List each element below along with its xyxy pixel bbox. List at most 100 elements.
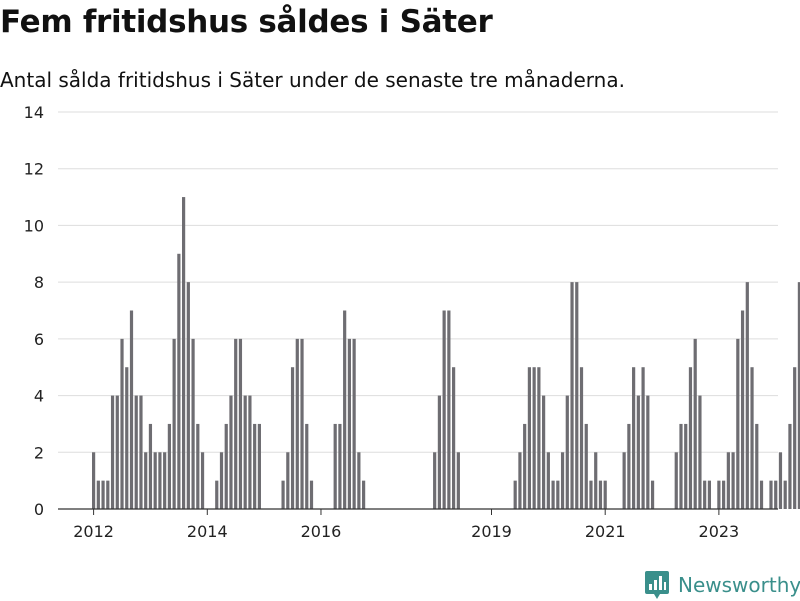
bar: [248, 395, 252, 509]
bar: [778, 452, 783, 509]
bar: [456, 452, 460, 509]
bar: [632, 367, 636, 509]
x-axis: 2012201420162019202120232025: [58, 508, 778, 541]
bar: [575, 282, 579, 509]
bar: [774, 480, 778, 509]
bar: [650, 480, 655, 509]
bar: [793, 367, 797, 509]
y-tick-label: 2: [34, 443, 44, 462]
bar: [101, 480, 105, 509]
bar: [115, 395, 119, 509]
bar: [343, 310, 347, 509]
bar: [627, 423, 631, 509]
bar: [565, 395, 569, 509]
bar: [300, 338, 304, 509]
bar: [584, 423, 588, 509]
bar: [200, 452, 205, 509]
bar: [106, 480, 110, 509]
y-tick-label: 0: [34, 500, 44, 519]
bar: [570, 282, 574, 509]
bar: [560, 452, 565, 509]
bar: [338, 423, 342, 509]
bar: [191, 338, 195, 509]
bar: [243, 395, 247, 509]
bar: [707, 480, 712, 509]
grid-lines: [58, 111, 778, 453]
bar: [518, 452, 522, 509]
bar: [622, 452, 626, 509]
brand-footer: Newsworthy: [644, 569, 800, 601]
bar: [546, 452, 550, 509]
bar: [148, 423, 153, 509]
x-tick-label: 2012: [73, 522, 114, 541]
bar: [362, 480, 366, 509]
bar: [290, 367, 295, 509]
bar: [229, 395, 233, 509]
bar: [589, 480, 593, 509]
bar: [740, 310, 745, 509]
page-subtitle: Antal sålda fritidshus i Säter under de …: [0, 68, 625, 92]
bar: [125, 367, 129, 509]
bar: [120, 338, 124, 509]
bar: [253, 423, 257, 509]
bar: [636, 395, 640, 509]
bar: [594, 452, 598, 509]
bar: [442, 310, 446, 509]
bar: [542, 395, 546, 509]
bar: [646, 395, 650, 509]
bar: [693, 338, 697, 509]
bar: [347, 338, 351, 509]
bar: [698, 395, 702, 509]
bar: [177, 253, 181, 509]
y-tick-label: 12: [24, 160, 44, 179]
bar: [433, 452, 437, 509]
x-tick-label: 2023: [699, 522, 740, 541]
page-title: Fem fritidshus såldes i Säter: [0, 4, 493, 40]
bar: [96, 480, 100, 509]
bar: [750, 367, 754, 509]
bar: [731, 452, 735, 509]
bar: [598, 480, 603, 509]
bar: [523, 423, 527, 509]
bar: [234, 338, 238, 509]
bar: [352, 338, 356, 509]
x-tick-label: 2019: [471, 522, 512, 541]
bar: [182, 197, 186, 509]
bar: [674, 452, 678, 509]
bar: [603, 480, 607, 509]
bar: [537, 367, 541, 509]
x-tick-label: 2014: [187, 522, 228, 541]
bar: [551, 480, 555, 509]
bar: [722, 480, 726, 509]
y-tick-label: 4: [34, 387, 44, 406]
x-tick-label: 2021: [585, 522, 626, 541]
bar: [684, 423, 688, 509]
bar: [736, 338, 740, 509]
bar: [129, 310, 134, 509]
bar: [224, 423, 228, 509]
bars: [92, 197, 800, 509]
bar: [437, 395, 441, 509]
bar: [579, 367, 584, 509]
y-tick-label: 8: [34, 273, 44, 292]
bar: [745, 282, 749, 509]
bar: [163, 452, 167, 509]
bar: [144, 452, 148, 509]
bar: [759, 480, 764, 509]
bar: [527, 367, 531, 509]
bar: [679, 423, 683, 509]
bar: [257, 423, 261, 509]
bar: [196, 423, 200, 509]
bar: [783, 480, 787, 509]
bar: [167, 423, 171, 509]
bar: [788, 423, 792, 509]
brand-name: Newsworthy: [678, 573, 800, 597]
bar: [186, 282, 190, 509]
bar: [769, 480, 773, 509]
bar: [238, 338, 243, 509]
bar: [281, 480, 285, 509]
bar: [797, 282, 800, 509]
bar: [139, 395, 143, 509]
bar: [219, 452, 224, 509]
